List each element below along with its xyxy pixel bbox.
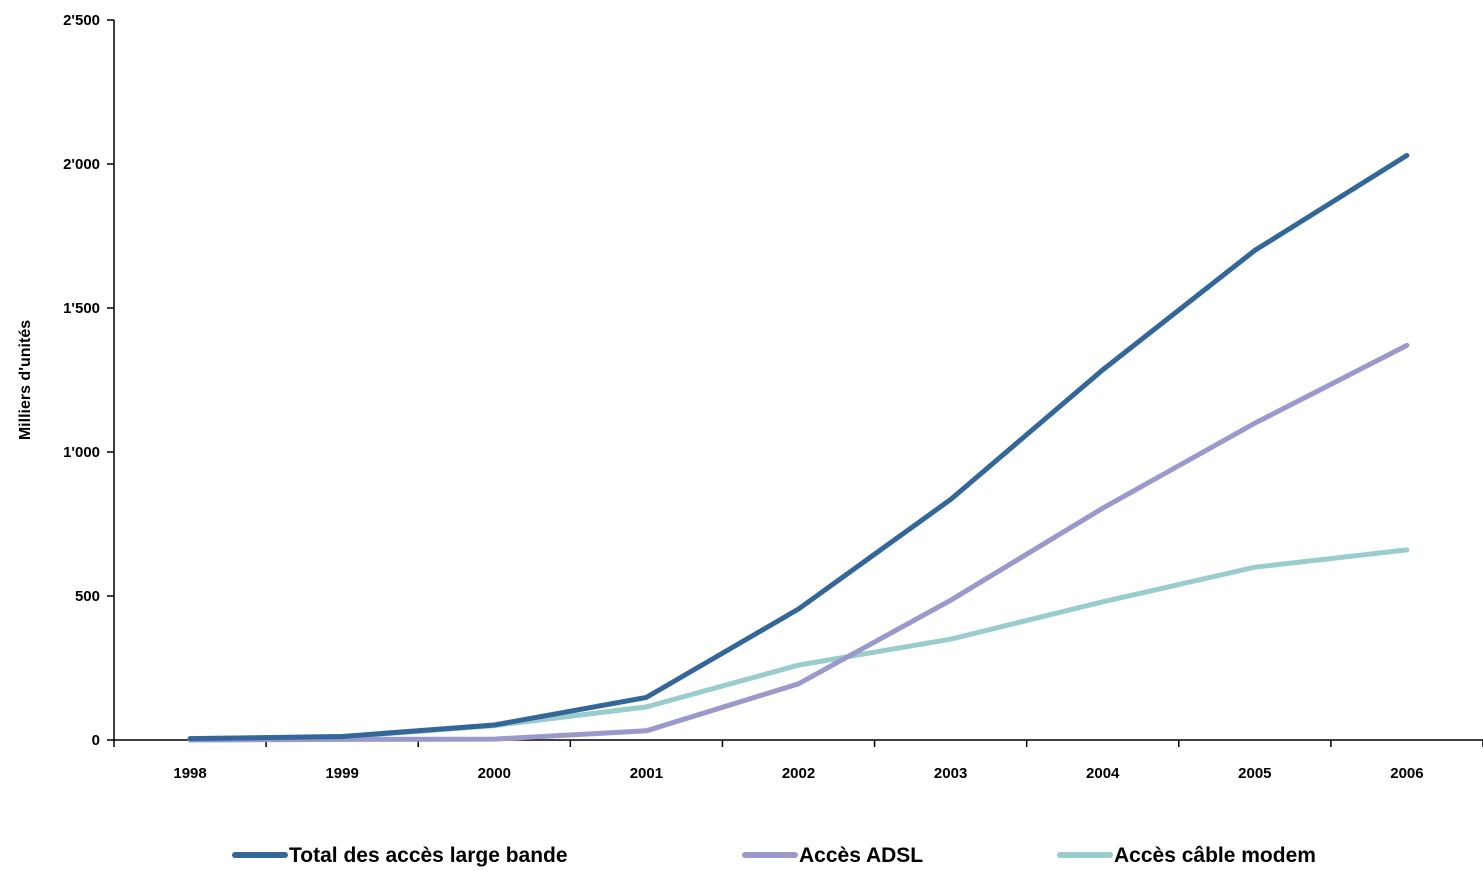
series-line-1	[187, 342, 1410, 743]
legend-label: Total des accès large bande	[289, 844, 568, 867]
series-lines	[187, 152, 1410, 743]
x-tick-label: 2000	[478, 765, 511, 782]
x-tick-label: 2003	[934, 765, 967, 782]
x-tick-label: 1999	[325, 765, 358, 782]
series-line-2	[187, 547, 1410, 742]
y-tick-label: 2'000	[63, 156, 100, 173]
y-axis-title: Milliers d'unités	[17, 320, 34, 440]
x-tick-label: 2004	[1086, 765, 1120, 782]
x-tick-label: 2006	[1390, 765, 1423, 782]
y-tick-label: 1'500	[63, 300, 100, 317]
legend-label: Accès ADSL	[799, 844, 923, 867]
y-ticks: 0 500 1'000 1'500 2'000 2'500	[63, 12, 114, 749]
y-tick-label: 500	[75, 588, 100, 605]
x-ticks: 1998 1999 2000 2001 2002 2003 2004 2005 2006	[113, 740, 1483, 782]
x-tick-label: 2001	[630, 765, 663, 782]
y-tick-label: 2'500	[63, 12, 100, 29]
legend-label: Accès câble modem	[1114, 844, 1316, 867]
legend: Total des accès large bande Accès ADSL Acc…	[232, 844, 1316, 867]
x-tick-label: 2002	[782, 765, 815, 782]
y-tick-label: 0	[92, 732, 100, 749]
axes	[113, 20, 1483, 741]
y-tick-label: 1'000	[63, 444, 100, 461]
series-line-0	[187, 152, 1410, 742]
x-tick-label: 1998	[173, 765, 206, 782]
x-tick-label: 2005	[1238, 765, 1271, 782]
